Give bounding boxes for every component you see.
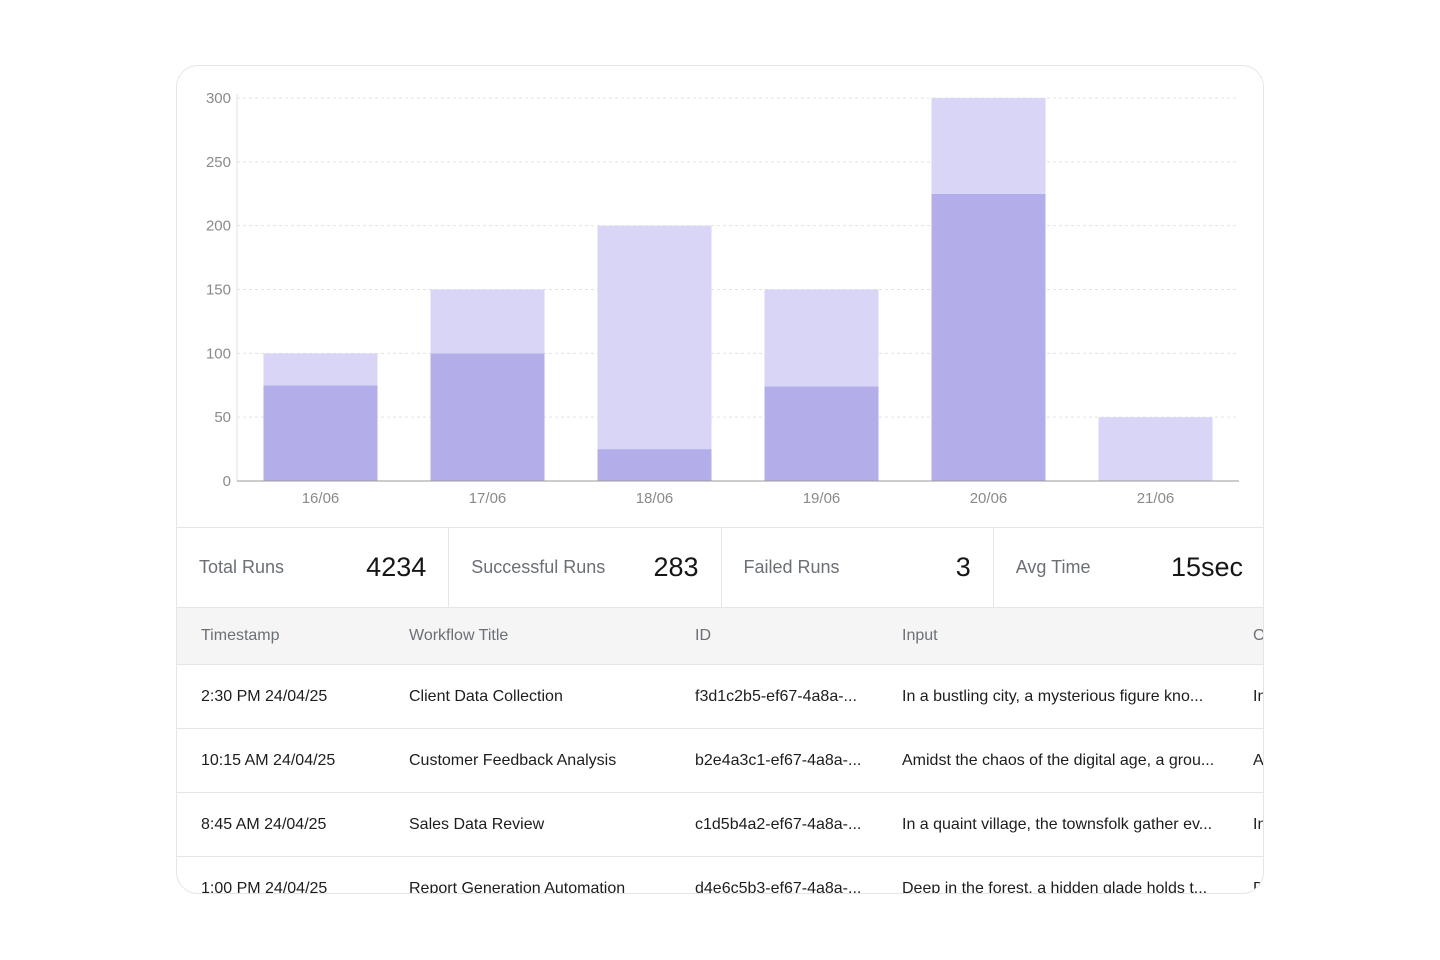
- workflow-runs-card: 0 50 100 150 200 250 300 16/06 17/06 18/06 19/06 20…: [176, 65, 1264, 894]
- cell-workflow-title: Report Generation Automation: [409, 879, 626, 894]
- stat-value: 15sec: [1170, 552, 1243, 582]
- column-header-output[interactable]: O: [1253, 627, 1263, 645]
- cell-id: b2e4a3c1-ef67-4a8a-...: [695, 751, 862, 769]
- column-header-workflow-title[interactable]: Workflow Title: [409, 627, 509, 644]
- cell-id: f3d1c2b5-ef67-4a8a-...: [695, 687, 857, 705]
- bar-segment: [931, 98, 1046, 194]
- y-tick-label: 50: [214, 409, 231, 426]
- cell-input: Amidst the chaos of the digital age, a g…: [902, 751, 1215, 769]
- column-header-input[interactable]: Input: [902, 627, 938, 644]
- y-tick-label: 200: [206, 218, 231, 235]
- chart-svg: 0 50 100 150 200 250 300 16/06 17/06 18/06 19/06 20…: [206, 90, 1239, 507]
- cell-input: In a bustling city, a mysterious figure …: [902, 687, 1204, 705]
- bar-segment: [597, 225, 712, 450]
- bar-segment: [931, 193, 1046, 481]
- table-row[interactable]: 2:30 PM 24/04/25 Client Data Collection …: [177, 665, 1263, 729]
- x-tick-label: 17/06: [469, 490, 507, 507]
- bar-segment: [597, 449, 712, 481]
- runs-table: Timestamp Workflow Title ID Input O 2:30…: [177, 607, 1264, 894]
- bar-segment: [430, 289, 545, 354]
- cell-output: A: [1253, 751, 1264, 769]
- stat-avg-time: Avg Time 15sec: [994, 528, 1263, 607]
- stat-label: Total Runs: [199, 557, 285, 577]
- stat-failed-runs: Failed Runs 3: [722, 528, 994, 607]
- cell-input: In a quaint village, the townsfolk gathe…: [902, 815, 1213, 833]
- bar-segment: [430, 353, 545, 481]
- column-header-timestamp[interactable]: Timestamp: [201, 627, 280, 644]
- stat-successful-runs: Successful Runs 283: [449, 528, 722, 607]
- cell-timestamp: 2:30 PM 24/04/25: [201, 687, 328, 705]
- y-tick-label: 300: [206, 90, 231, 107]
- x-tick-label: 19/06: [803, 490, 841, 507]
- stat-total-runs: Total Runs 4234: [177, 528, 450, 607]
- y-tick-label: 150: [206, 282, 231, 299]
- cell-id: c1d5b4a2-ef67-4a8a-...: [695, 815, 862, 833]
- stat-value: 283: [653, 552, 699, 582]
- x-tick-label: 18/06: [636, 490, 674, 507]
- cell-id: d4e6c5b3-ef67-4a8a-...: [695, 879, 862, 894]
- cell-output: D: [1253, 879, 1264, 894]
- stat-value: 4234: [366, 552, 427, 582]
- runs-bar-chart: 0 50 100 150 200 250 300 16/06 17/06 18/06 19/06 20…: [177, 66, 1263, 528]
- x-tick-label: 20/06: [970, 490, 1008, 507]
- bar-segment: [1098, 417, 1213, 481]
- x-tick-label: 16/06: [302, 490, 340, 507]
- stat-label: Failed Runs: [743, 557, 840, 577]
- table-header: Timestamp Workflow Title ID Input O: [177, 608, 1263, 665]
- table-row[interactable]: 1:00 PM 24/04/25 Report Generation Autom…: [177, 857, 1264, 894]
- bar-segment: [263, 385, 378, 481]
- stats-bar: Total Runs 4234 Successful Runs 283 Fail…: [177, 527, 1263, 607]
- x-tick-label: 21/06: [1137, 490, 1175, 507]
- cell-input: Deep in the forest, a hidden glade holds…: [902, 879, 1208, 894]
- bar-segment: [764, 386, 879, 481]
- cell-timestamp: 8:45 AM 24/04/25: [201, 815, 327, 833]
- cell-timestamp: 1:00 PM 24/04/25: [201, 879, 328, 894]
- bar-segment: [764, 289, 879, 387]
- stat-label: Avg Time: [1015, 557, 1091, 577]
- y-tick-label: 250: [206, 154, 231, 171]
- stat-label: Successful Runs: [471, 557, 606, 577]
- table-row[interactable]: 10:15 AM 24/04/25 Customer Feedback Anal…: [177, 729, 1264, 793]
- cell-workflow-title: Sales Data Review: [409, 815, 545, 833]
- stat-value: 3: [955, 552, 971, 582]
- cell-workflow-title: Client Data Collection: [409, 687, 563, 705]
- cell-output: In: [1253, 687, 1263, 705]
- bar-segment: [263, 353, 378, 386]
- y-tick-label: 100: [206, 345, 231, 362]
- cell-workflow-title: Customer Feedback Analysis: [409, 751, 617, 769]
- y-tick-label: 0: [223, 473, 231, 490]
- cell-timestamp: 10:15 AM 24/04/25: [201, 751, 336, 769]
- table-row[interactable]: 8:45 AM 24/04/25 Sales Data Review c1d5b…: [177, 793, 1263, 857]
- cell-output: In: [1253, 815, 1263, 833]
- column-header-id[interactable]: ID: [695, 627, 711, 644]
